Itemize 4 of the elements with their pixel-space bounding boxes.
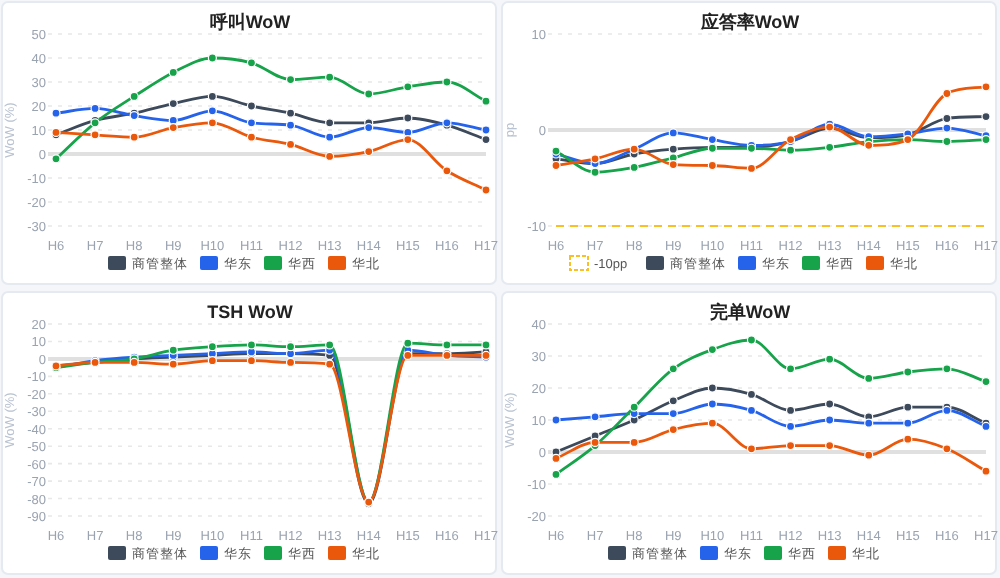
chart-title: 应答率WoW (698, 12, 801, 32)
chart-title: 呼叫WoW (209, 12, 292, 32)
chart-title: TSH WoW (207, 302, 294, 322)
chart-title: 完单WoW (709, 302, 792, 322)
